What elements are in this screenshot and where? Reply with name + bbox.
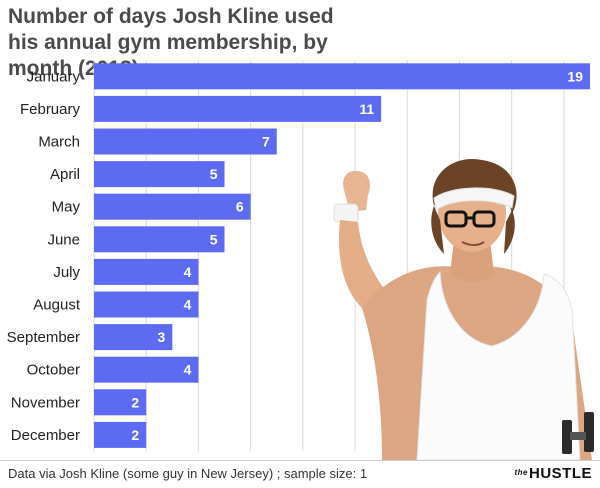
category-label: July xyxy=(53,264,80,281)
bar-value-label: 5 xyxy=(210,166,218,182)
category-label: October xyxy=(27,362,80,379)
bar-value-label: 7 xyxy=(262,134,270,150)
bar-value-label: 2 xyxy=(131,427,139,443)
bar xyxy=(94,389,147,416)
bar-value-label: 2 xyxy=(131,394,139,410)
bar xyxy=(94,421,147,448)
bar xyxy=(94,95,382,122)
bar-value-label: 4 xyxy=(184,297,192,313)
category-label: March xyxy=(38,134,80,151)
bar-value-label: 11 xyxy=(359,101,374,117)
category-label: September xyxy=(7,329,80,346)
bar xyxy=(94,356,199,383)
source-note: Data via Josh Kline (some guy in New Jer… xyxy=(8,466,368,481)
bar xyxy=(94,63,590,90)
bar xyxy=(94,324,173,351)
category-label: December xyxy=(11,427,80,444)
category-label: November xyxy=(11,394,80,411)
bar xyxy=(94,128,277,155)
category-label: August xyxy=(33,297,81,314)
category-label: April xyxy=(50,166,80,183)
bar-value-label: 3 xyxy=(158,329,166,345)
bar-value-label: 4 xyxy=(184,264,192,280)
category-label: February xyxy=(20,101,81,118)
bar xyxy=(94,291,199,318)
bar-value-label: 4 xyxy=(184,362,192,378)
category-label: May xyxy=(52,199,81,216)
flexing-man-illustration xyxy=(333,158,594,460)
brand-logo-text: HUSTLE xyxy=(529,465,592,482)
bar-value-label: 19 xyxy=(567,68,583,84)
footer-divider xyxy=(0,460,600,461)
bar xyxy=(94,161,225,188)
bar-value-label: 6 xyxy=(236,199,244,215)
brand-logo: theHUSTLE xyxy=(515,465,593,482)
category-label: June xyxy=(47,231,80,248)
category-label: January xyxy=(27,68,81,85)
bar-value-label: 5 xyxy=(210,231,218,247)
bar xyxy=(94,258,199,285)
chart-title: Number of days Josh Kline used his annua… xyxy=(8,5,334,80)
bar xyxy=(94,226,225,253)
brand-logo-prefix: the xyxy=(514,468,528,477)
bar xyxy=(94,193,251,220)
